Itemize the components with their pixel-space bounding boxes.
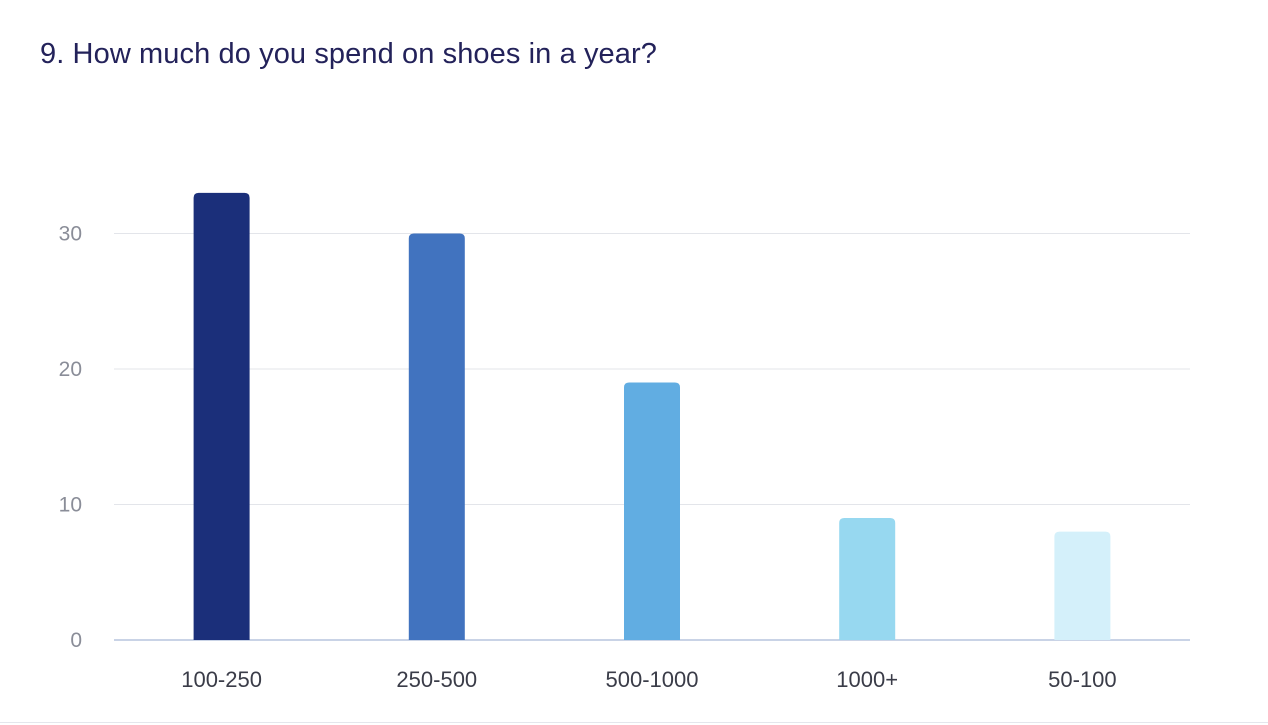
bar-100-250[interactable] [193,192,250,640]
bars [193,192,1111,641]
x-tick-label: 250-500 [396,667,477,692]
bar-1000+[interactable] [839,518,896,640]
x-tick-label: 50-100 [1048,667,1117,692]
y-tick-label: 10 [59,494,82,517]
y-tick-label: 20 [59,358,82,381]
bar-250-500[interactable] [408,233,465,641]
y-axis-ticks: 0 10 20 30 [59,223,82,653]
y-tick-label: 30 [59,223,82,246]
x-tick-label: 100-250 [181,667,262,692]
bar-50-100[interactable] [1054,531,1111,640]
x-tick-label: 1000+ [836,667,898,692]
y-tick-label: 0 [70,629,82,652]
x-tick-label: 500-1000 [606,667,699,692]
bar-500-1000[interactable] [624,382,680,640]
chart-title: 9. How much do you spend on shoes in a y… [40,38,657,70]
x-axis-ticks: 100-250 250-500 500-1000 1000+ 50-100 [181,667,1116,692]
